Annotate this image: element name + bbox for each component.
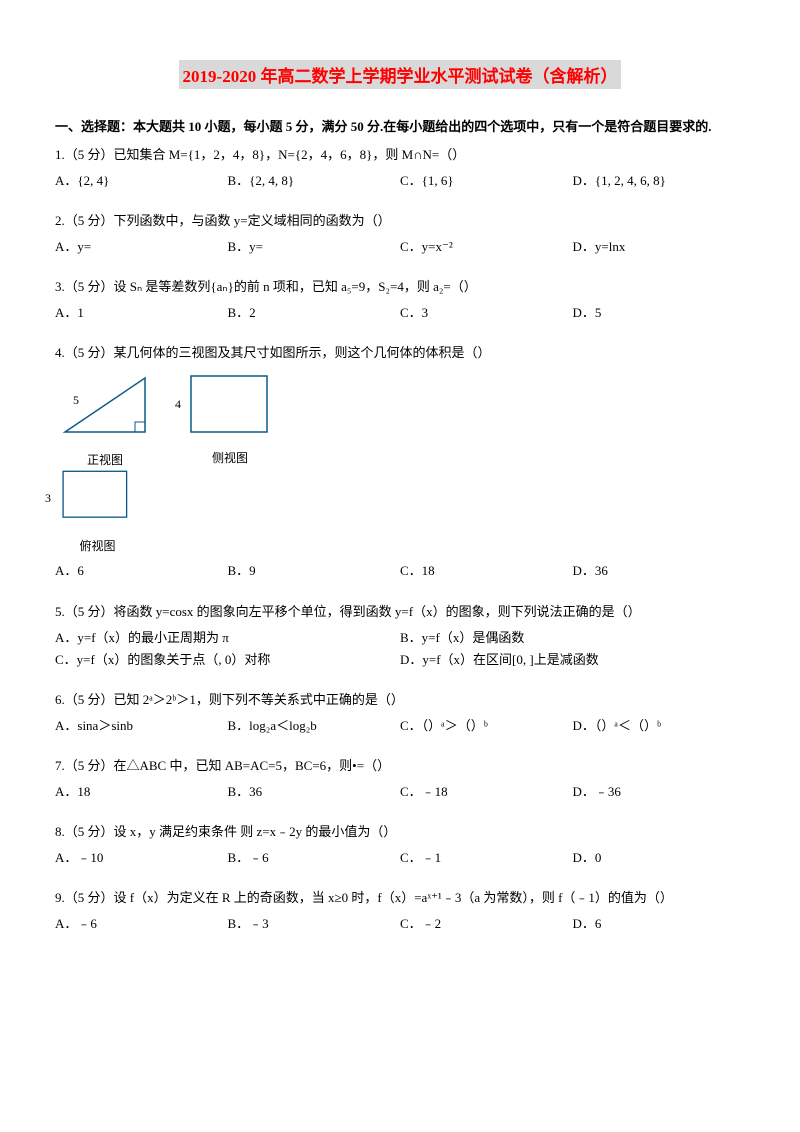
exam-title: 2019-2020 年高二数学上学期学业水平测试试卷（含解析） — [179, 60, 622, 89]
q2-opt-D: D．y=lnx — [573, 236, 746, 258]
question-7: 7.（5 分）在△ABC 中，已知 AB=AC=5，BC=6，则•=（） A．1… — [55, 755, 745, 803]
q5-opt-B: B．y=f（x）是偶函数 — [400, 627, 745, 649]
side-view-box: 4 侧视图 — [185, 370, 275, 460]
front-view-box: 5 正视图 — [55, 370, 155, 460]
q2-opt-C: C．y=x⁻² — [400, 236, 573, 258]
top-w-label: 3 — [45, 488, 51, 508]
top-view-caption: 俯视图 — [55, 536, 140, 556]
q1-opt-C: C．{1, 6} — [400, 170, 573, 192]
q1-opt-B: B．{2, 4, 8} — [228, 170, 401, 192]
question-2: 2.（5 分）下列函数中，与函数 y=定义域相同的函数为（） A．y= B．y=… — [55, 210, 745, 258]
q2-options: A．y= B．y= C．y=x⁻² D．y=lnx — [55, 236, 745, 258]
q4-opt-A: A．6 — [55, 560, 228, 582]
q5-opt-A: A．y=f（x）的最小正周期为 π — [55, 627, 400, 649]
triangle-icon — [55, 370, 155, 440]
section-heading: 一、选择题：本大题共 10 小题，每小题 5 分，满分 50 分.在每小题给出的… — [55, 117, 745, 138]
q6-stem: 6.（5 分）已知 2ᵃ＞2ᵇ＞1，则下列不等关系式中正确的是（） — [55, 689, 745, 711]
q8-opt-C: C．﹣1 — [400, 847, 573, 869]
tri-side-label: 5 — [73, 390, 79, 410]
q6-opt-A: A．sina＞sinb — [55, 715, 228, 737]
q6-options: A．sina＞sinb B．log₂a＜log₂b C．（）ᵃ＞（）ᵇ D．（）… — [55, 715, 745, 737]
q7-opt-B: B．36 — [228, 781, 401, 803]
q7-options: A．18 B．36 C．﹣18 D．﹣36 — [55, 781, 745, 803]
q7-opt-D: D．﹣36 — [573, 781, 746, 803]
q6-opt-D: D．（）ᵃ＜（）ᵇ — [573, 715, 746, 737]
q5-opt-D: D．y=f（x）在区间[0, ]上是减函数 — [400, 649, 745, 671]
q9-options: A．﹣6 B．﹣3 C．﹣2 D．6 — [55, 913, 745, 935]
question-1: 1.（5 分）已知集合 M={1，2，4，8}，N={2，4，6，8}，则 M∩… — [55, 144, 745, 192]
q8-options: A．﹣10 B．﹣6 C．﹣1 D．0 — [55, 847, 745, 869]
side-view-caption: 侧视图 — [185, 448, 275, 468]
q5-stem: 5.（5 分）将函数 y=cosx 的图象向左平移个单位，得到函数 y=f（x）… — [55, 601, 745, 623]
top-rect-icon — [55, 466, 140, 526]
q1-options: A．{2, 4} B．{2, 4, 8} C．{1, 6} D．{1, 2, 4… — [55, 170, 745, 192]
q8-opt-D: D．0 — [573, 847, 746, 869]
q7-opt-C: C．﹣18 — [400, 781, 573, 803]
question-9: 9.（5 分）设 f（x）为定义在 R 上的奇函数，当 x≥0 时，f（x）=a… — [55, 887, 745, 935]
q2-opt-B: B．y= — [228, 236, 401, 258]
question-6: 6.（5 分）已知 2ᵃ＞2ᵇ＞1，则下列不等关系式中正确的是（） A．sina… — [55, 689, 745, 737]
q4-stem: 4.（5 分）某几何体的三视图及其尺寸如图所示，则这个几何体的体积是（） — [55, 342, 745, 364]
q3-opt-D: D．5 — [573, 302, 746, 324]
q9-stem: 9.（5 分）设 f（x）为定义在 R 上的奇函数，当 x≥0 时，f（x）=a… — [55, 887, 745, 909]
title-wrap: 2019-2020 年高二数学上学期学业水平测试试卷（含解析） — [55, 60, 745, 117]
q4-options: A．6 B．9 C．18 D．36 — [55, 560, 745, 582]
q6-opt-C: C．（）ᵃ＞（）ᵇ — [400, 715, 573, 737]
q9-opt-D: D．6 — [573, 913, 746, 935]
q7-stem: 7.（5 分）在△ABC 中，已知 AB=AC=5，BC=6，则•=（） — [55, 755, 745, 777]
q1-opt-D: D．{1, 2, 4, 6, 8} — [573, 170, 746, 192]
q3-opt-A: A．1 — [55, 302, 228, 324]
q9-opt-A: A．﹣6 — [55, 913, 228, 935]
q3-options: A．1 B．2 C．3 D．5 — [55, 302, 745, 324]
q6-opt-B: B．log₂a＜log₂b — [228, 715, 401, 737]
top-view-box: 3 俯视图 — [55, 466, 140, 556]
q8-opt-A: A．﹣10 — [55, 847, 228, 869]
q1-stem: 1.（5 分）已知集合 M={1，2，4，8}，N={2，4，6，8}，则 M∩… — [55, 144, 745, 166]
q9-opt-B: B．﹣3 — [228, 913, 401, 935]
q2-stem: 2.（5 分）下列函数中，与函数 y=定义域相同的函数为（） — [55, 210, 745, 232]
q1-opt-A: A．{2, 4} — [55, 170, 228, 192]
question-8: 8.（5 分）设 x，y 满足约束条件 则 z=x﹣2y 的最小值为（） A．﹣… — [55, 821, 745, 869]
q8-stem: 8.（5 分）设 x，y 满足约束条件 则 z=x﹣2y 的最小值为（） — [55, 821, 745, 843]
side-rect-icon — [185, 370, 275, 438]
question-4: 4.（5 分）某几何体的三视图及其尺寸如图所示，则这个几何体的体积是（） 5 正… — [55, 342, 745, 582]
q5-options: A．y=f（x）的最小正周期为 π B．y=f（x）是偶函数 C．y=f（x）的… — [55, 627, 745, 671]
q8-opt-B: B．﹣6 — [228, 847, 401, 869]
q9-opt-C: C．﹣2 — [400, 913, 573, 935]
q2-opt-A: A．y= — [55, 236, 228, 258]
q4-opt-C: C．18 — [400, 560, 573, 582]
q7-opt-A: A．18 — [55, 781, 228, 803]
figure-row-1: 5 正视图 4 侧视图 — [55, 370, 745, 460]
q3-stem: 3.（5 分）设 Sₙ 是等差数列{aₙ}的前 n 项和，已知 a₅=9，S₂=… — [55, 276, 745, 298]
side-h-label: 4 — [175, 394, 181, 414]
q3-opt-C: C．3 — [400, 302, 573, 324]
question-3: 3.（5 分）设 Sₙ 是等差数列{aₙ}的前 n 项和，已知 a₅=9，S₂=… — [55, 276, 745, 324]
q4-opt-B: B．9 — [228, 560, 401, 582]
q5-opt-C: C．y=f（x）的图象关于点（, 0）对称 — [55, 649, 400, 671]
question-5: 5.（5 分）将函数 y=cosx 的图象向左平移个单位，得到函数 y=f（x）… — [55, 601, 745, 671]
q3-opt-B: B．2 — [228, 302, 401, 324]
q4-opt-D: D．36 — [573, 560, 746, 582]
figure-row-2: 3 俯视图 — [55, 466, 745, 556]
